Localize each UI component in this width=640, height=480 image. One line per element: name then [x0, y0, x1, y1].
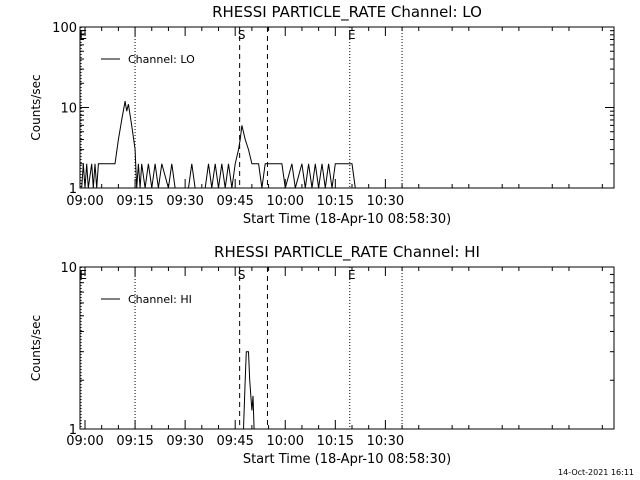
panel2-x-tick-label: 09:45 [216, 434, 253, 449]
panel2-marker-label-s: S [238, 268, 246, 282]
panel1-marker-label-e: E [348, 28, 356, 42]
panel1-y-tick-label: 10 [60, 102, 77, 117]
panel1-x-axis-label: Start Time (18-Apr-10 08:58:30) [243, 212, 451, 227]
panel1-legend-label: Channel: LO [128, 53, 195, 66]
panel2-y-tick-label: 1 [69, 423, 77, 438]
panel2-series-line-channel-hi [243, 351, 255, 430]
panel2-marker-label-e: E [79, 268, 87, 282]
panel2-x-tick-label: 09:00 [66, 434, 103, 449]
panel1-x-tick-label: 10:15 [317, 194, 354, 209]
panel2-x-tick-label: 10:15 [317, 434, 354, 449]
panel1-y-axis-label: Counts/sec [29, 74, 43, 140]
panel1-marker-label-s: S [238, 28, 246, 42]
panel2-y-tick-label: 10 [60, 261, 77, 276]
panel1-x-tick-label: 09:30 [166, 194, 203, 209]
panel1-x-tick-label: 10:00 [267, 194, 304, 209]
panel2-legend-label: Channel: HI [128, 293, 192, 306]
panel1-series-line-channel-lo [81, 101, 356, 189]
panel1-y-tick-label: 100 [52, 21, 77, 36]
panel1-y-tick-label: 1 [69, 182, 77, 197]
panel2-chart-title: RHESSI PARTICLE_RATE Channel: HI [214, 243, 480, 262]
panel2-x-tick-label: 10:00 [267, 434, 304, 449]
panel1-x-tick-label: 09:00 [66, 194, 103, 209]
panel2-x-axis-label: Start Time (18-Apr-10 08:58:30) [243, 452, 451, 467]
panel2-x-tick-label: 09:15 [116, 434, 153, 449]
panel2-plot-frame [79, 266, 615, 430]
panel1-x-tick-label: 09:45 [216, 194, 253, 209]
panel1-chart-title: RHESSI PARTICLE_RATE Channel: LO [212, 3, 482, 22]
panel1-x-tick-label: 10:30 [367, 194, 404, 209]
panel2-marker-label-e: E [348, 268, 356, 282]
panel2-x-tick-label: 09:30 [166, 434, 203, 449]
panel2-y-axis-label: Counts/sec [29, 315, 43, 381]
panel1-x-tick-label: 09:15 [116, 194, 153, 209]
panel2-x-tick-label: 10:30 [367, 434, 404, 449]
panel1-marker-label-e: E [79, 28, 87, 42]
footer-timestamp: 14-Oct-2021 16:11 [558, 468, 634, 477]
